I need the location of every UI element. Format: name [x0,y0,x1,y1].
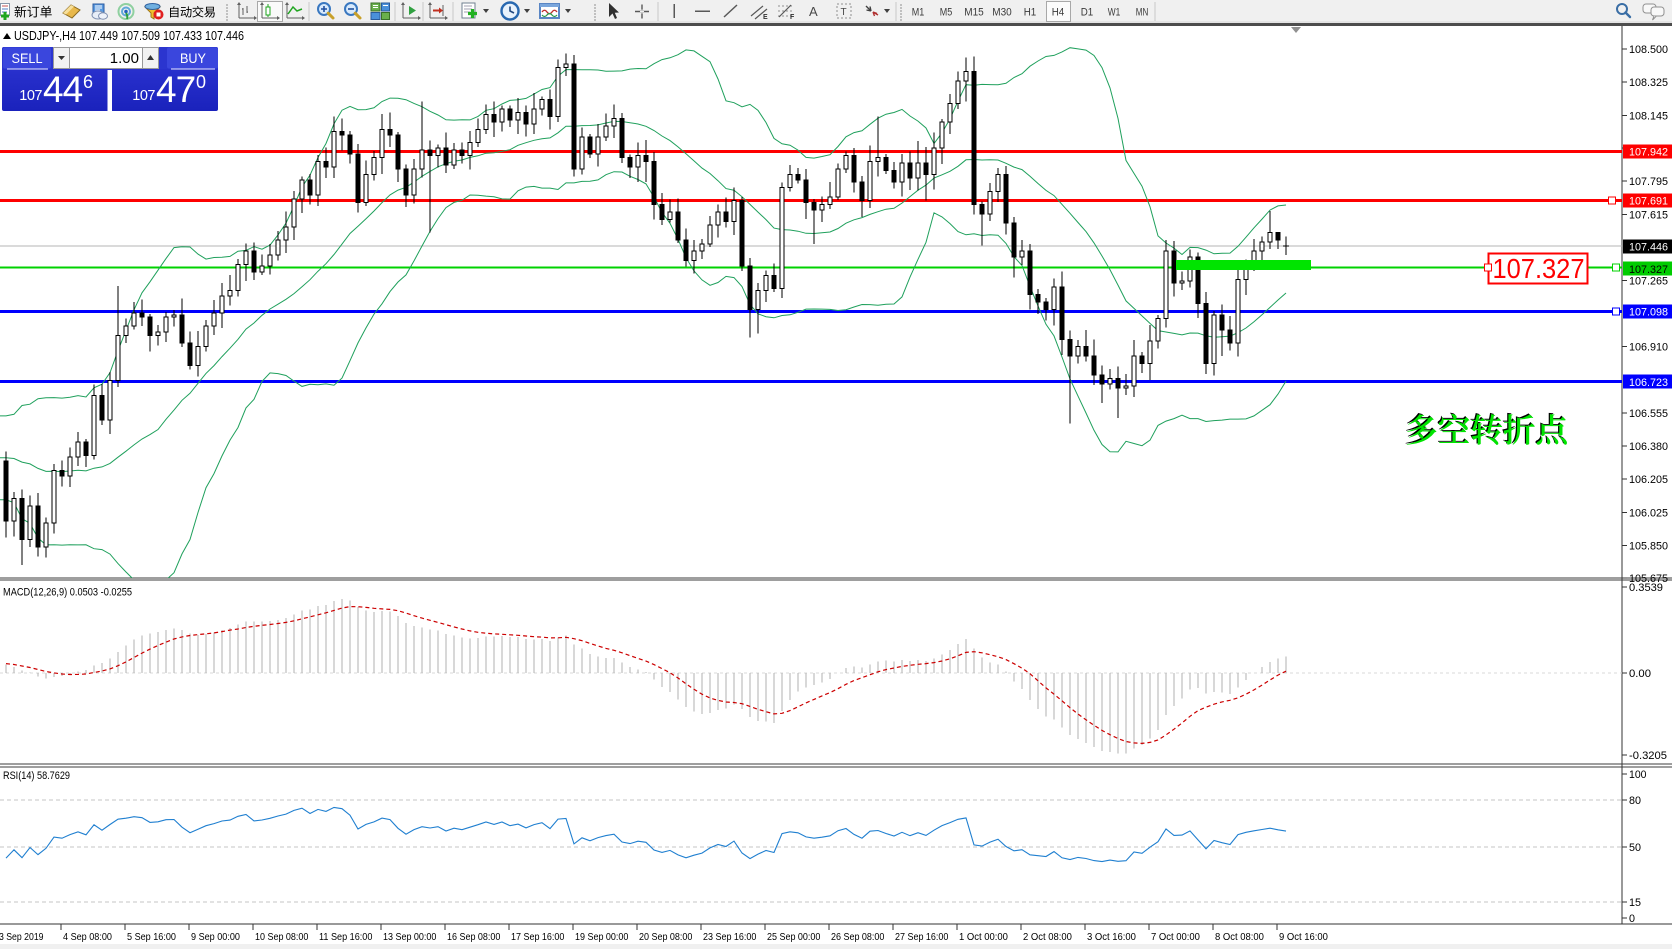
svg-text:108.145: 108.145 [1629,111,1668,123]
svg-text:4 Sep 08:00: 4 Sep 08:00 [63,932,112,943]
svg-text:13 Sep 00:00: 13 Sep 00:00 [383,932,437,943]
svg-text:M15: M15 [964,7,984,19]
svg-text:106.555: 106.555 [1629,408,1668,420]
svg-text:107.327: 107.327 [1629,264,1668,276]
svg-text:3 Sep 2019: 3 Sep 2019 [0,932,44,943]
svg-text:A: A [809,4,818,19]
svg-text:80: 80 [1629,795,1641,807]
svg-text:USDJPY-,H4 107.449 107.509 10: USDJPY-,H4 107.449 107.509 107.433 107.4… [14,29,244,43]
svg-text:106.380: 106.380 [1629,441,1668,453]
svg-text:107: 107 [132,88,155,104]
svg-text:9 Sep 00:00: 9 Sep 00:00 [191,932,240,943]
svg-text:MN: MN [1136,7,1149,19]
svg-text:19 Sep 00:00: 19 Sep 00:00 [575,932,629,943]
svg-text:107.098: 107.098 [1629,307,1668,319]
svg-text:5 Sep 16:00: 5 Sep 16:00 [127,932,176,943]
svg-text:0: 0 [196,72,206,92]
svg-text:3 Oct 16:00: 3 Oct 16:00 [1087,932,1136,943]
svg-text:23 Sep 16:00: 23 Sep 16:00 [703,932,757,943]
svg-text:50: 50 [1629,842,1641,854]
svg-text:17 Sep 16:00: 17 Sep 16:00 [511,932,565,943]
svg-text:107.691: 107.691 [1629,196,1668,208]
svg-text:0.3539: 0.3539 [1629,582,1663,594]
svg-text:105.675: 105.675 [1629,573,1668,585]
svg-text:108.325: 108.325 [1629,77,1668,89]
svg-text:107.446: 107.446 [1629,242,1668,254]
svg-text:105.850: 105.850 [1629,540,1668,552]
svg-text:108.500: 108.500 [1629,44,1668,56]
svg-text:100: 100 [1629,769,1647,781]
svg-text:47: 47 [156,69,195,110]
svg-text:26 Sep 08:00: 26 Sep 08:00 [831,932,885,943]
svg-text:0: 0 [1629,913,1635,925]
svg-text:0.00: 0.00 [1629,668,1651,680]
svg-text:8 Oct 08:00: 8 Oct 08:00 [1215,932,1264,943]
svg-text:T: T [841,7,847,18]
svg-text:107.265: 107.265 [1629,275,1668,287]
svg-text:106.910: 106.910 [1629,342,1668,354]
svg-text:H1: H1 [1024,7,1037,19]
svg-text:106.025: 106.025 [1629,508,1668,520]
svg-text:25 Sep 00:00: 25 Sep 00:00 [767,932,821,943]
svg-text:107: 107 [19,88,42,104]
svg-text:20 Sep 08:00: 20 Sep 08:00 [639,932,693,943]
svg-text:BUY: BUY [180,50,207,66]
svg-text:2 Oct 08:00: 2 Oct 08:00 [1023,932,1072,943]
svg-text:10 Sep 08:00: 10 Sep 08:00 [255,932,309,943]
svg-text:106.205: 106.205 [1629,474,1668,486]
svg-text:11 Sep 16:00: 11 Sep 16:00 [319,932,373,943]
svg-text:M1: M1 [912,7,925,19]
svg-text:M5: M5 [940,7,953,19]
svg-text:107.942: 107.942 [1629,147,1668,159]
svg-text:W1: W1 [1108,7,1121,19]
svg-text:F: F [790,14,795,21]
svg-text:SELL: SELL [12,50,43,66]
svg-text:16 Sep 08:00: 16 Sep 08:00 [447,932,501,943]
svg-text:107.327: 107.327 [1493,253,1585,284]
svg-text:-0.3205: -0.3205 [1629,750,1667,762]
svg-text:107.615: 107.615 [1629,210,1668,222]
svg-text:44: 44 [43,69,83,110]
svg-text:RSI(14) 58.7629: RSI(14) 58.7629 [3,770,70,782]
svg-text:1 Oct 00:00: 1 Oct 00:00 [959,932,1008,943]
svg-text:7 Oct 00:00: 7 Oct 00:00 [1151,932,1200,943]
svg-text:MACD(12,26,9) 0.0503 -0.0255: MACD(12,26,9) 0.0503 -0.0255 [3,587,132,599]
svg-text:H4: H4 [1052,7,1065,19]
svg-text:6: 6 [83,72,93,92]
svg-text:106.723: 106.723 [1629,377,1668,389]
svg-text:107.795: 107.795 [1629,176,1668,188]
svg-text:9 Oct 16:00: 9 Oct 16:00 [1279,932,1328,943]
svg-text:M30: M30 [992,7,1012,19]
svg-text:15: 15 [1629,897,1641,909]
svg-text:D1: D1 [1081,7,1094,19]
svg-text:1.00: 1.00 [110,50,139,67]
svg-text:27 Sep 16:00: 27 Sep 16:00 [895,932,949,943]
svg-text:E: E [763,14,768,21]
